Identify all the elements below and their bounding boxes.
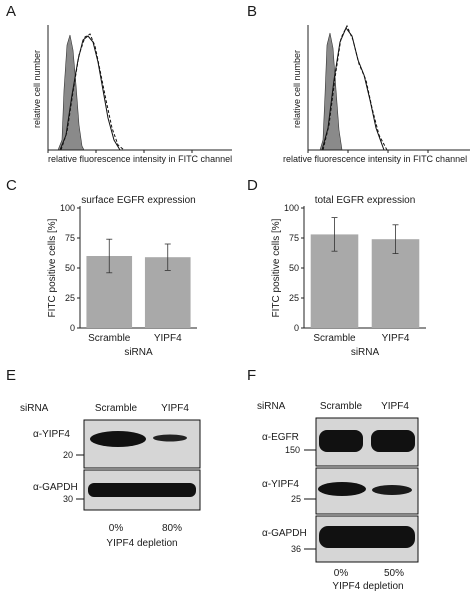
xlabel-a: relative fluorescence intensity in FITC … <box>48 154 232 164</box>
depletion-e-yipf4: 80% <box>162 523 182 534</box>
chart1-ylabel: FITC positive cells [%] <box>271 218 282 317</box>
histogram-a-control-fill <box>57 34 85 151</box>
chart0-ytick-label-2: 50 <box>65 263 75 273</box>
panel-label-d: D <box>247 177 258 194</box>
chart0-ytick-label-0: 0 <box>70 323 75 333</box>
lane-label-e-scramble: Scramble <box>95 403 138 414</box>
chart1-ytick-label-3: 75 <box>289 233 299 243</box>
xlabel-b: relative fluorescence intensity in FITC … <box>283 154 467 164</box>
chart1-ytick-label-4: 100 <box>284 203 299 213</box>
bar-chart-surface-egfr: surface EGFR expression 0 25 50 75 100 Scrambl… <box>47 195 197 358</box>
marker-e-20: 20 <box>63 450 73 460</box>
blot-label-f-yipf4: α-YIPF4 <box>262 479 299 490</box>
chart0-title: surface EGFR expression <box>81 195 196 206</box>
chart0-ytick-label-4: 100 <box>60 203 75 213</box>
sirna-label-f: siRNA <box>257 401 286 412</box>
bar-chart-total-egfr: total EGFR expression 0 25 50 75 100 Scramble Y… <box>271 195 426 358</box>
lane-label-f-scramble: Scramble <box>320 401 363 412</box>
blot-label-e-yipf4: α-YIPF4 <box>33 429 70 440</box>
band-e-yipf4-scramble <box>90 431 146 447</box>
western-blot-e: siRNA Scramble YIPF4 α-YIPF4 20 α-GAPDH … <box>20 403 201 549</box>
histogram-b-yipf4-trace <box>322 24 388 151</box>
chart0-category-1: YIPF4 <box>154 333 182 344</box>
western-blot-f: siRNA Scramble YIPF4 α-EGFR 150 α-YIPF4 … <box>257 401 419 592</box>
band-f-egfr-knockdown <box>371 430 415 452</box>
ylabel-b: relative cell number <box>292 50 302 128</box>
sirna-label-e: siRNA <box>20 403 49 414</box>
blot-label-e-gapdh: α-GAPDH <box>33 482 78 493</box>
band-f-yipf4-knockdown <box>372 485 412 495</box>
band-e-yipf4-knockdown <box>153 434 187 442</box>
chart1-xlabel: siRNA <box>351 347 380 358</box>
marker-f-150: 150 <box>285 445 300 455</box>
histogram-b: relative cell number relative fluorescen… <box>283 24 470 164</box>
chart0-ytick-label-3: 75 <box>65 233 75 243</box>
lane-label-f-yipf4: YIPF4 <box>381 401 409 412</box>
chart0-category-0: Scramble <box>88 333 131 344</box>
panel-label-b: B <box>247 3 257 20</box>
histogram-a: relative cell number relative fluorescen… <box>32 25 232 164</box>
panel-label-a: A <box>6 3 16 20</box>
depletion-label-f: YIPF4 depletion <box>332 581 403 592</box>
band-f-yipf4-scramble <box>318 482 366 496</box>
chart1-category-1: YIPF4 <box>382 333 410 344</box>
panel-label-f: F <box>247 367 256 384</box>
ticks-a <box>47 150 193 153</box>
depletion-e-scramble: 0% <box>109 523 124 534</box>
blot-label-f-gapdh: α-GAPDH <box>262 528 307 539</box>
chart0-ytick-label-1: 25 <box>65 293 75 303</box>
depletion-f-yipf4: 50% <box>384 568 404 579</box>
chart1-title: total EGFR expression <box>315 195 416 206</box>
marker-f-25: 25 <box>291 494 301 504</box>
band-e-gapdh <box>88 483 196 497</box>
histogram-b-scramble-trace <box>321 27 385 151</box>
depletion-f-scramble: 0% <box>334 568 349 579</box>
lane-label-e-yipf4: YIPF4 <box>161 403 189 414</box>
marker-e-30: 30 <box>63 494 73 504</box>
band-f-gapdh <box>319 526 415 548</box>
blot-label-f-egfr: α-EGFR <box>262 432 299 443</box>
chart1-ytick-label-1: 25 <box>289 293 299 303</box>
histogram-a-yipf4-trace <box>60 33 125 151</box>
histogram-a-scramble-trace <box>59 35 121 151</box>
chart1-ytick-label-2: 50 <box>289 263 299 273</box>
histogram-b-control-fill <box>319 32 343 151</box>
chart0-xlabel: siRNA <box>124 347 153 358</box>
ticks-b <box>307 150 429 153</box>
band-f-egfr-scramble <box>319 430 363 452</box>
panel-label-c: C <box>6 177 17 194</box>
marker-f-36: 36 <box>291 544 301 554</box>
chart1-category-0: Scramble <box>313 333 356 344</box>
depletion-label-e: YIPF4 depletion <box>106 538 177 549</box>
ylabel-a: relative cell number <box>32 50 42 128</box>
chart0-ylabel: FITC positive cells [%] <box>47 218 58 317</box>
panel-label-e: E <box>6 367 16 384</box>
chart1-ytick-label-0: 0 <box>294 323 299 333</box>
